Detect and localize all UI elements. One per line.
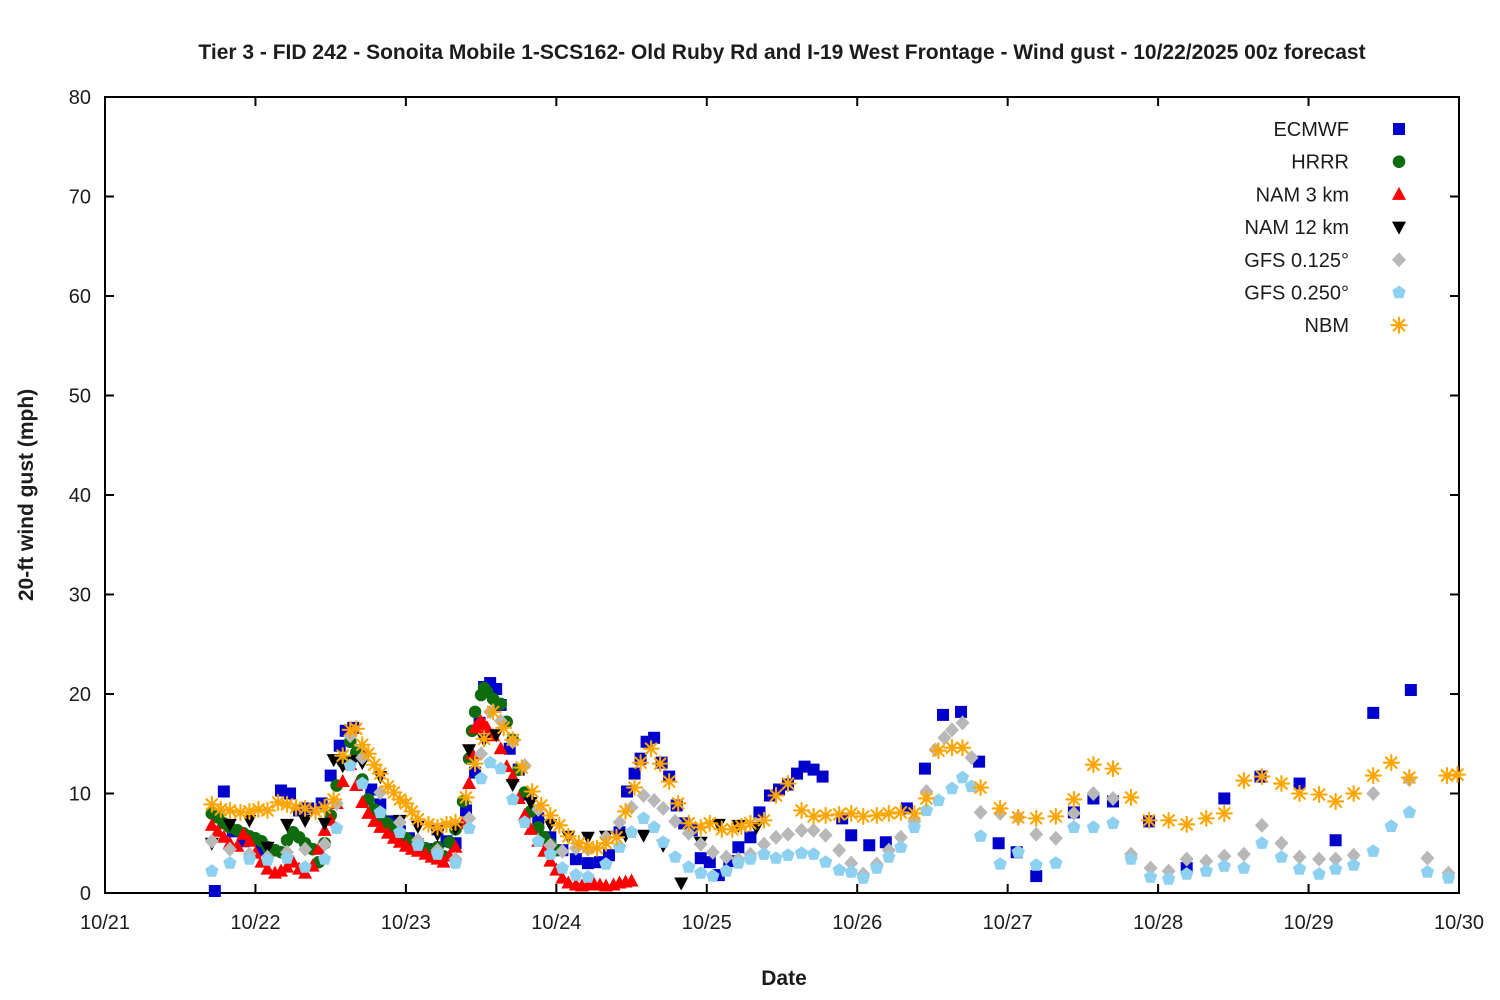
chart-title: Tier 3 - FID 242 - Sonoita Mobile 1-SCS1… xyxy=(198,41,1365,64)
x-tick-label: 10/24 xyxy=(531,912,581,934)
y-tick-label: 10 xyxy=(69,784,91,806)
x-tick-label: 10/29 xyxy=(1284,912,1334,934)
legend-label: NAM 3 km xyxy=(1256,184,1349,206)
legend-label: NBM xyxy=(1305,315,1349,337)
y-axis-label: 20-ft wind gust (mph) xyxy=(15,389,38,601)
x-tick-label: 10/27 xyxy=(983,912,1033,934)
series-gfs-0-250 xyxy=(205,755,1456,885)
series-nbm xyxy=(203,703,1467,857)
x-tick-label: 10/25 xyxy=(682,912,732,934)
legend-entry-nam-12-km: NAM 12 km xyxy=(1245,217,1406,239)
data-points xyxy=(203,677,1467,898)
chart-legend: ECMWF HRRR NAM 3 km NAM 12 km GFS 0.125° GFS … xyxy=(1244,119,1408,337)
y-tick-label: 80 xyxy=(69,87,91,109)
y-tick-label: 20 xyxy=(69,684,91,706)
legend-entry-nbm: NBM xyxy=(1305,315,1408,337)
legend-marker-diamond-icon xyxy=(1392,252,1406,268)
legend-label: NAM 12 km xyxy=(1245,217,1349,239)
x-tick-label: 10/23 xyxy=(381,912,431,934)
axis-ticks: 10/21 10/22 10/23 10/24 10/25 10/26 10/27 10/28… xyxy=(69,87,1484,934)
x-axis-label: Date xyxy=(761,967,807,990)
y-tick-label: 50 xyxy=(69,386,91,408)
legend-entry-hrrr: HRRR xyxy=(1291,152,1406,174)
legend-label: HRRR xyxy=(1291,152,1349,174)
legend-marker-circle-icon xyxy=(1392,155,1406,168)
legend-marker-pentagon-icon xyxy=(1392,285,1406,299)
legend-marker-asterisk-icon xyxy=(1390,316,1408,334)
legend-entry-nam-3-km: NAM 3 km xyxy=(1256,184,1406,206)
legend-label: ECMWF xyxy=(1273,119,1349,141)
x-tick-label: 10/30 xyxy=(1434,912,1484,934)
legend-entry-gfs-0-250: GFS 0.250° xyxy=(1244,283,1406,305)
legend-label: GFS 0.250° xyxy=(1244,283,1349,305)
y-tick-label: 30 xyxy=(69,585,91,607)
y-tick-label: 60 xyxy=(69,286,91,308)
legend-entry-gfs-0-125: GFS 0.125° xyxy=(1244,250,1406,272)
y-tick-label: 0 xyxy=(80,883,91,905)
legend-label: GFS 0.125° xyxy=(1244,250,1349,272)
legend-marker-triangle-down-icon xyxy=(1392,221,1406,235)
legend-entry-ecmwf: ECMWF xyxy=(1273,119,1405,141)
x-tick-label: 10/21 xyxy=(80,912,130,934)
y-tick-label: 40 xyxy=(69,485,91,507)
y-tick-label: 70 xyxy=(69,187,91,209)
x-tick-label: 10/22 xyxy=(230,912,280,934)
x-tick-label: 10/26 xyxy=(832,912,882,934)
legend-marker-square-icon xyxy=(1393,123,1405,135)
x-tick-label: 10/28 xyxy=(1133,912,1183,934)
legend-marker-triangle-up-icon xyxy=(1392,186,1406,200)
